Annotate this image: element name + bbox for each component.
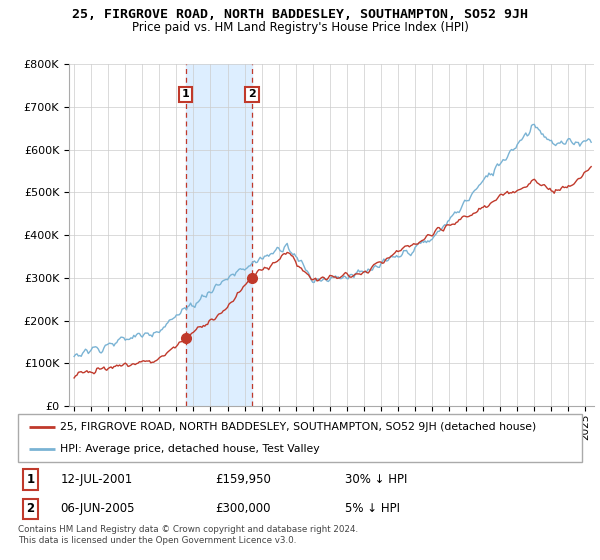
Text: 1: 1 — [182, 89, 190, 99]
Text: 2: 2 — [26, 502, 35, 515]
Text: 2: 2 — [248, 89, 256, 99]
Text: 25, FIRGROVE ROAD, NORTH BADDESLEY, SOUTHAMPTON, SO52 9JH: 25, FIRGROVE ROAD, NORTH BADDESLEY, SOUT… — [72, 8, 528, 21]
Text: Price paid vs. HM Land Registry's House Price Index (HPI): Price paid vs. HM Land Registry's House … — [131, 21, 469, 34]
Text: 1: 1 — [26, 473, 35, 486]
Text: £159,950: £159,950 — [215, 473, 271, 486]
Text: 5% ↓ HPI: 5% ↓ HPI — [345, 502, 400, 515]
Text: 25, FIRGROVE ROAD, NORTH BADDESLEY, SOUTHAMPTON, SO52 9JH (detached house): 25, FIRGROVE ROAD, NORTH BADDESLEY, SOUT… — [60, 422, 536, 432]
Text: 06-JUN-2005: 06-JUN-2005 — [60, 502, 135, 515]
Text: 12-JUL-2001: 12-JUL-2001 — [60, 473, 133, 486]
Text: £300,000: £300,000 — [215, 502, 271, 515]
Text: 30% ↓ HPI: 30% ↓ HPI — [345, 473, 407, 486]
FancyBboxPatch shape — [18, 414, 582, 462]
Text: Contains HM Land Registry data © Crown copyright and database right 2024.
This d: Contains HM Land Registry data © Crown c… — [18, 525, 358, 545]
Bar — [185, 64, 252, 406]
Text: HPI: Average price, detached house, Test Valley: HPI: Average price, detached house, Test… — [60, 444, 320, 454]
